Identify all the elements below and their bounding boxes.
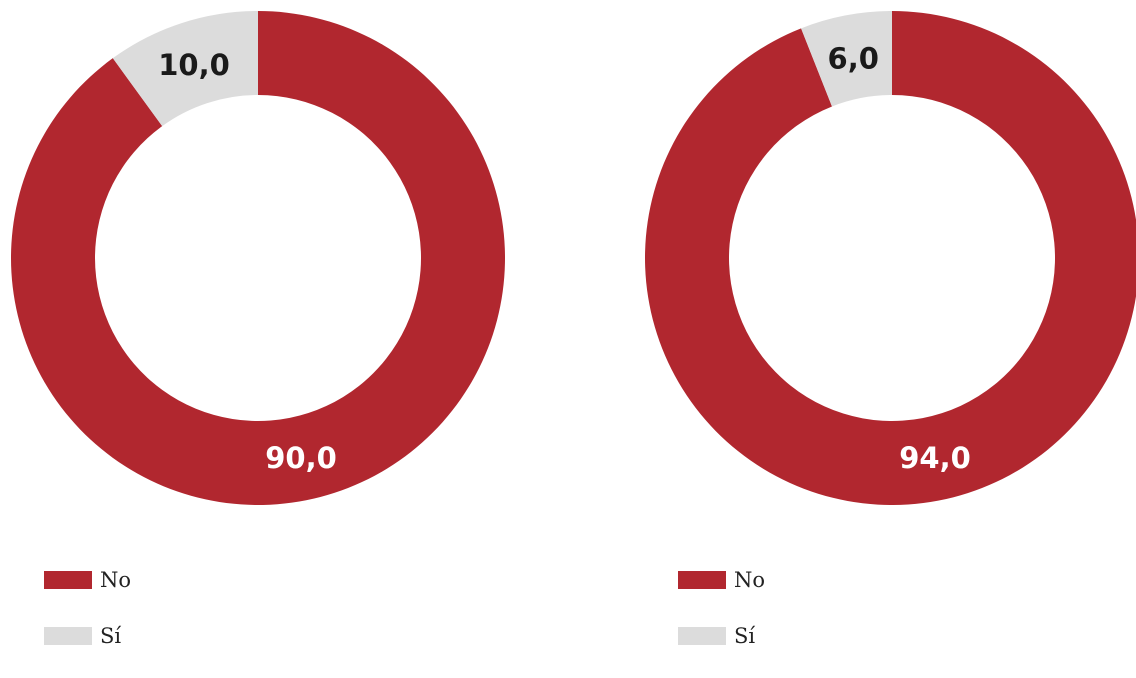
donut-svg-right: 94,0 6,0 — [645, 11, 1136, 505]
donut-slice-si — [112, 11, 258, 127]
donut-slice-no — [10, 11, 506, 505]
legend-swatch-no — [44, 571, 92, 589]
legend-left: No Sí — [44, 566, 131, 678]
donut-chart-right: 94,0 6,0 No Sí — [634, 0, 1136, 650]
donut-slice-no — [645, 11, 1136, 505]
legend-swatch-no — [678, 571, 726, 589]
slice-value-label-no: 94,0 — [899, 441, 971, 475]
slice-value-label-no: 90,0 — [265, 441, 337, 475]
legend-label-si: Sí — [100, 624, 122, 648]
legend-item-no: No — [44, 566, 131, 594]
legend-item-si: Sí — [44, 622, 131, 650]
donut-slice-si — [801, 11, 892, 107]
donut-chart-left: 90,0 10,0 No Sí — [0, 0, 568, 650]
legend-item-no: No — [678, 566, 765, 594]
legend-swatch-si — [678, 627, 726, 645]
legend-item-si: Sí — [678, 622, 765, 650]
legend-swatch-si — [44, 627, 92, 645]
legend-label-no: No — [100, 568, 132, 592]
slice-value-label-si: 6,0 — [828, 42, 879, 76]
donut-svg-left: 90,0 10,0 — [10, 11, 506, 505]
slice-value-label-si: 10,0 — [158, 48, 230, 82]
legend-label-si: Sí — [734, 624, 756, 648]
legend-right: No Sí — [678, 566, 765, 678]
legend-label-no: No — [734, 568, 766, 592]
